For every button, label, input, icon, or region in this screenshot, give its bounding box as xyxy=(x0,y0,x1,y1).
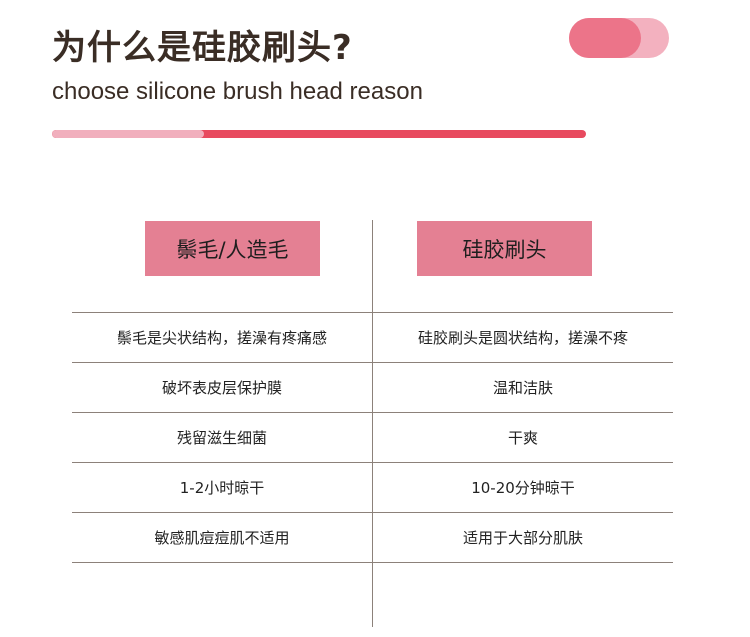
page-subtitle: choose silicone brush head reason xyxy=(52,78,423,105)
row-divider xyxy=(72,562,673,563)
row-divider xyxy=(72,462,673,463)
row-divider xyxy=(72,412,673,413)
progress-bar-fill xyxy=(52,130,205,138)
bristle-cell: 敏感肌痘痘肌不适用 xyxy=(154,529,290,547)
bristle-cell: 破坏表皮层保护膜 xyxy=(161,379,282,397)
silicone-cell: 干爽 xyxy=(507,429,538,447)
bristle-cell: 残留滋生细菌 xyxy=(176,429,267,447)
silicone-cell: 温和洁肤 xyxy=(492,379,553,397)
column-header-bristle: 鬃毛/人造毛 xyxy=(145,221,320,276)
silicone-cell: 10-20分钟晾干 xyxy=(471,479,575,497)
bristle-cell: 1-2小时晾干 xyxy=(179,479,265,497)
page-title: 为什么是硅胶刷头? xyxy=(52,28,353,68)
row-divider xyxy=(72,312,673,313)
silicone-cell: 适用于大部分肌肤 xyxy=(462,529,583,547)
row-divider xyxy=(72,362,673,363)
pill-dark-part xyxy=(569,18,641,58)
column-header-silicone: 硅胶刷头 xyxy=(417,221,592,276)
row-divider xyxy=(72,512,673,513)
decorative-pill xyxy=(569,18,669,58)
column-divider xyxy=(372,220,373,627)
bristle-cell: 鬃毛是尖状结构，搓澡有疼痛感 xyxy=(116,329,327,347)
decorative-progress-bar xyxy=(52,130,586,138)
silicone-cell: 硅胶刷头是圆状结构，搓澡不疼 xyxy=(417,329,628,347)
